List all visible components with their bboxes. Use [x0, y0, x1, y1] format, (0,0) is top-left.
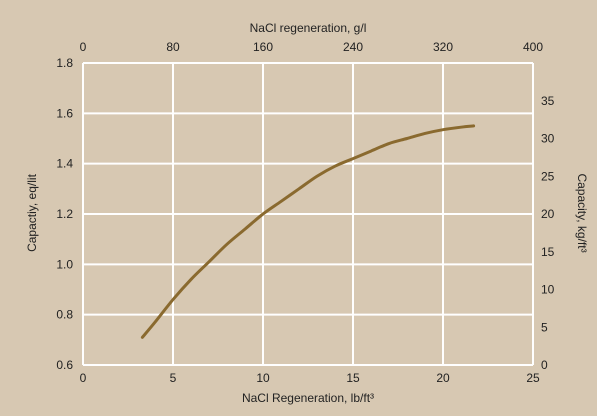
- x-top-tick-label: 0: [80, 40, 87, 54]
- series-layer: [140, 124, 476, 339]
- x-bottom-tick-label: 5: [170, 371, 177, 385]
- y-left-tick-label: 1.6: [56, 106, 73, 120]
- y-right-tick-label: 25: [541, 169, 555, 183]
- x-bottom-tick-label: 15: [346, 371, 360, 385]
- x-top-tick-label: 80: [166, 40, 180, 54]
- y-left-tick-label: 0.8: [56, 308, 73, 322]
- x-top-tick-label: 320: [433, 40, 453, 54]
- x-axis-top-label: NaCl regeneration, g/l: [250, 21, 367, 35]
- x-bottom-tick-label: 10: [256, 371, 270, 385]
- y-right-tick-label: 20: [541, 207, 555, 221]
- x-top-tick-label: 160: [253, 40, 273, 54]
- x-top-tick-label: 240: [343, 40, 363, 54]
- y-left-tick-label: 1.8: [56, 56, 73, 70]
- y-right-tick-label: 30: [541, 132, 555, 146]
- y-left-tick-label: 1.2: [56, 207, 73, 221]
- x-top-tick-label: 400: [523, 40, 543, 54]
- tick-labels: 0 5 10 15 20 250 80 160 240 320 4000.60.81.01.21.4…: [56, 40, 554, 385]
- y-left-tick-label: 0.6: [56, 358, 73, 372]
- series-line: [140, 124, 476, 339]
- x-axis-bottom-label: NaCl Regeneration, lb/ft³: [242, 391, 374, 405]
- y-right-tick-label: 15: [541, 245, 555, 259]
- y-left-tick-label: 1.4: [56, 157, 73, 171]
- y-right-tick-label: 10: [541, 283, 555, 297]
- y-axis-right-label: Capacity, kg/ft³: [575, 173, 589, 252]
- y-left-tick-label: 1.0: [56, 257, 73, 271]
- x-bottom-tick-label: 25: [526, 371, 540, 385]
- y-right-tick-label: 0: [541, 358, 548, 372]
- x-bottom-tick-label: 0: [80, 371, 87, 385]
- y-right-tick-label: 5: [541, 320, 548, 334]
- y-right-tick-label: 35: [541, 94, 555, 108]
- y-axis-left-label: Capactiy, eq/lit: [25, 173, 39, 251]
- x-bottom-tick-label: 20: [436, 371, 450, 385]
